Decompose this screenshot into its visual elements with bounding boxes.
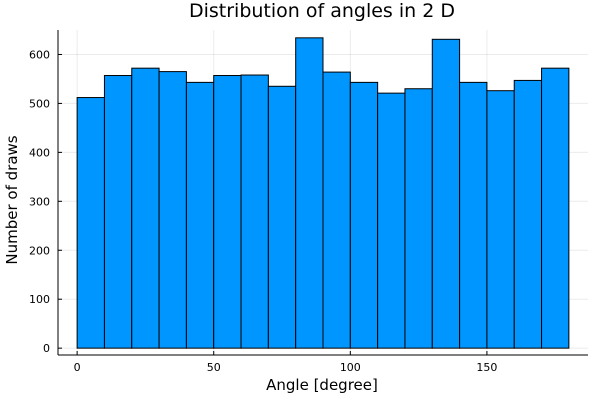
bars (76, 37, 570, 349)
y-tick-label: 100 (29, 293, 50, 306)
histogram-bar (185, 81, 215, 349)
x-tick-label: 50 (207, 361, 221, 374)
histogram-bar (131, 67, 160, 349)
histogram-bar (76, 97, 105, 349)
histogram-bar (349, 81, 379, 349)
y-tick-label: 600 (29, 48, 50, 61)
histogram-bar (541, 67, 570, 349)
y-ticks: 0 100 200 300 400 500 600 (29, 48, 62, 355)
axes (57, 30, 588, 356)
histogram-bar (240, 74, 269, 349)
y-axis-label: Number of draws (3, 135, 21, 264)
histogram-bar (486, 90, 515, 349)
x-tick-label: 0 (74, 361, 81, 374)
histogram-bar (213, 75, 242, 349)
histogram-bar (377, 92, 406, 349)
y-tick-label: 500 (29, 97, 50, 110)
histogram-bar (295, 37, 324, 349)
y-tick-label: 200 (29, 244, 50, 257)
histogram-bar (158, 71, 187, 349)
y-tick-label: 400 (29, 146, 50, 159)
histogram-bar (459, 81, 488, 349)
x-tick-label: 150 (476, 361, 497, 374)
x-axis-label: Angle [degree] (266, 376, 378, 394)
y-tick-label: 0 (43, 342, 50, 355)
histogram-bar (103, 75, 133, 349)
histogram-bar (513, 79, 543, 349)
x-tick-label: 100 (340, 361, 361, 374)
histogram-bar (431, 38, 461, 349)
y-tick-label: 300 (29, 195, 50, 208)
histogram-bar (404, 88, 433, 349)
histogram-bar (322, 71, 351, 349)
x-ticks: 0 50 100 150 (74, 351, 497, 374)
histogram-bar (267, 85, 297, 349)
chart-title: Distribution of angles in 2 D (189, 0, 455, 22)
